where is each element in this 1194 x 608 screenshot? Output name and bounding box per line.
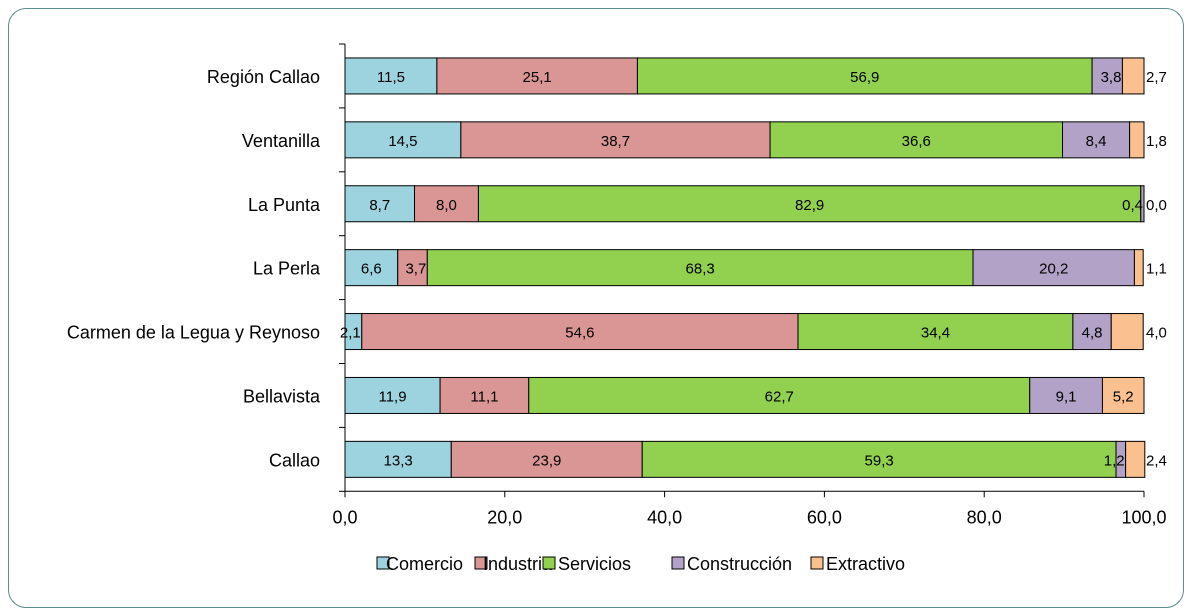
data-label: 62,7 [765, 388, 794, 405]
legend-swatch [543, 557, 555, 569]
legend-label: Extractivo [826, 554, 905, 574]
data-label: 5,2 [1113, 388, 1134, 405]
x-tick-label: 20,0 [487, 507, 522, 527]
category-label: Carmen de la Legua y Reynoso [67, 323, 320, 343]
bars-layer: 11,5 25,1 56,9 3,8 2,7 14,5 38,7 36,6 8,4 1,8 8,7 8… [340, 58, 1167, 477]
data-label: 11,9 [378, 388, 406, 405]
category-label: Región Callao [207, 67, 320, 87]
data-label: 1,8 [1146, 133, 1167, 150]
data-label: 4,0 [1146, 325, 1167, 342]
data-label: 20,2 [1039, 261, 1068, 278]
data-label: 68,3 [686, 261, 715, 278]
data-label: 54,6 [565, 325, 594, 342]
data-label: 8,7 [369, 197, 390, 214]
x-tick-label: 40,0 [647, 507, 682, 527]
data-label: 3,7 [405, 261, 426, 278]
data-label: 1,1 [1146, 261, 1167, 278]
data-label: 23,9 [532, 452, 561, 469]
data-label: 38,7 [601, 133, 630, 150]
data-label: 3,8 [1101, 69, 1122, 86]
data-label: 1,2 [1104, 452, 1125, 469]
bar-segment [1126, 441, 1145, 477]
legend-label: Construcción [687, 554, 792, 574]
category-label: Ventanilla [242, 131, 321, 151]
bar-segment [1111, 314, 1143, 350]
x-tick-label: 60,0 [807, 507, 842, 527]
data-label: 9,1 [1056, 388, 1077, 405]
data-label: 2,7 [1146, 69, 1167, 86]
x-tick-label: 100,0 [1121, 507, 1166, 527]
data-label: 2,1 [340, 325, 361, 342]
data-label: 11,5 [377, 69, 405, 86]
data-label: 8,4 [1086, 133, 1107, 150]
bar-segment [1130, 122, 1144, 158]
category-label: Bellavista [243, 386, 321, 406]
category-label: La Perla [253, 259, 321, 279]
data-label: 0,4 [1122, 197, 1143, 214]
category-label: Callao [269, 450, 320, 470]
data-label: 56,9 [850, 69, 879, 86]
bar-segment [1134, 250, 1143, 286]
category-label: La Punta [248, 195, 321, 215]
data-label: 2,4 [1146, 452, 1167, 469]
data-label: 11,1 [470, 388, 498, 405]
legend-label: Servicios [558, 554, 631, 574]
legend-label: Comercio [386, 554, 463, 574]
data-label: 34,4 [921, 325, 950, 342]
data-label: 25,1 [523, 69, 552, 86]
data-label: 36,6 [902, 133, 931, 150]
data-label: 13,3 [384, 452, 413, 469]
bar-segment [1122, 58, 1144, 94]
data-label: 14,5 [388, 133, 417, 150]
legend-swatch [811, 557, 823, 569]
data-label: 4,8 [1082, 325, 1103, 342]
legend-swatch [672, 557, 684, 569]
x-tick-label: 80,0 [967, 507, 1002, 527]
data-label: 59,3 [865, 452, 894, 469]
data-label: 8,0 [436, 197, 457, 214]
data-label: 82,9 [795, 197, 824, 214]
x-tick-label: 0,0 [332, 507, 357, 527]
data-label: 0,0 [1146, 197, 1167, 214]
data-label: 6,6 [361, 261, 382, 278]
